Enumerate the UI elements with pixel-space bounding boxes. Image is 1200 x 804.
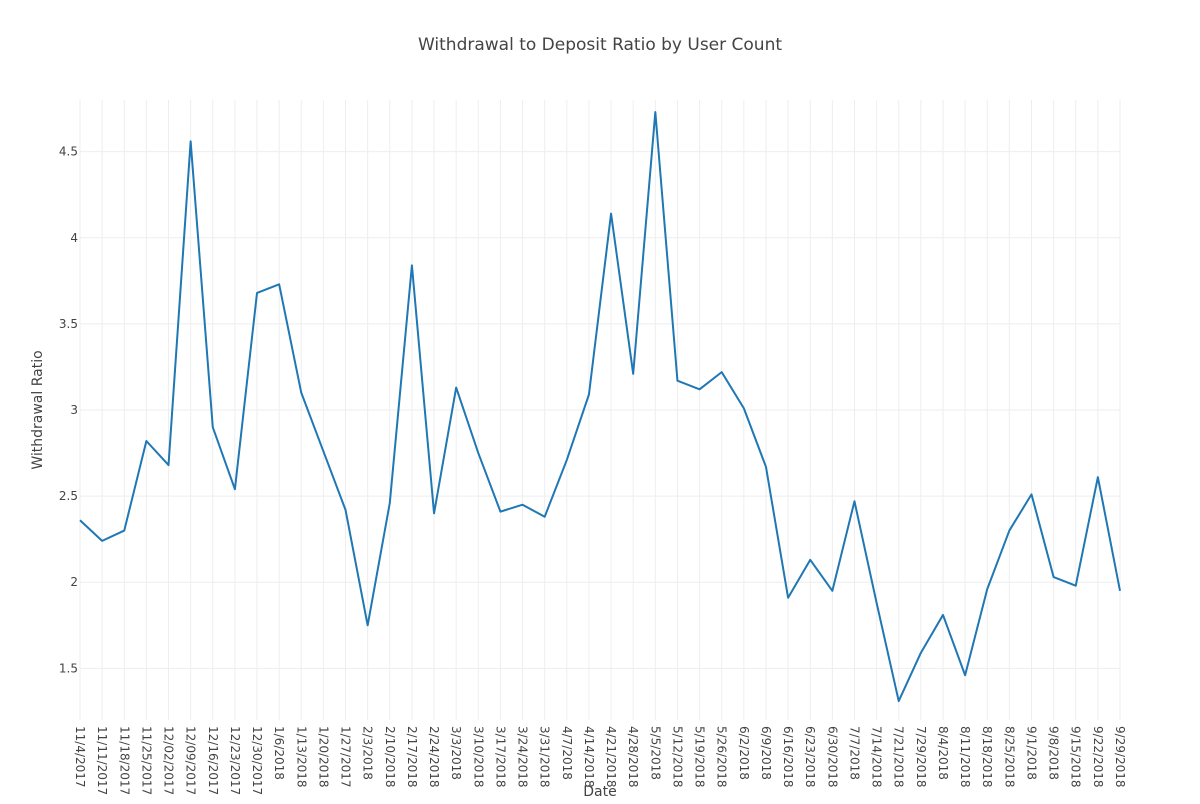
x-tick-label: 9/29/2018 (1113, 726, 1127, 788)
x-tick-label: 9/1/2018 (1024, 726, 1038, 780)
x-tick-label: 9/8/2018 (1047, 726, 1061, 780)
x-tick-label: 2/24/2018 (427, 726, 441, 788)
x-tick-label: 6/30/2018 (825, 726, 839, 788)
x-tick-label: 1/6/2018 (272, 726, 286, 780)
x-tick-label: 1/20/2018 (316, 726, 330, 788)
x-tick-label: 11/4/2017 (73, 726, 87, 788)
x-tick-label: 12/02/2017 (162, 726, 176, 795)
y-tick-label: 3.5 (59, 317, 78, 331)
x-tick-label: 4/28/2018 (626, 726, 640, 788)
x-tick-label: 5/5/2018 (648, 726, 662, 780)
x-tick-label: 2/10/2018 (383, 726, 397, 788)
x-tick-label: 12/09/2017 (184, 726, 198, 795)
y-tick-label: 1.5 (59, 661, 78, 675)
y-tick-label: 3 (70, 403, 78, 417)
x-tick-label: 4/21/2018 (604, 726, 618, 788)
x-tick-label: 5/19/2018 (693, 726, 707, 788)
x-tick-label: 4/7/2018 (560, 726, 574, 780)
x-tick-label: 3/10/2018 (471, 726, 485, 788)
x-tick-label: 9/22/2018 (1091, 726, 1105, 788)
x-tick-label: 7/14/2018 (870, 726, 884, 788)
x-tick-label: 1/27/2017 (339, 726, 353, 788)
x-tick-label: 7/29/2018 (914, 726, 928, 788)
x-tick-label: 3/17/2018 (493, 726, 507, 788)
x-tick-label: 8/4/2018 (936, 726, 950, 780)
y-tick-label: 4.5 (59, 145, 78, 159)
chart-title: Withdrawal to Deposit Ratio by User Coun… (418, 35, 782, 55)
x-tick-label: 5/26/2018 (715, 726, 729, 788)
x-tick-label: 11/11/2017 (95, 726, 109, 795)
grid (80, 100, 1120, 720)
series-line (80, 112, 1120, 701)
x-tick-label: 6/2/2018 (737, 726, 751, 780)
x-tick-label: 8/18/2018 (980, 726, 994, 788)
x-tick-label: 2/17/2018 (405, 726, 419, 788)
x-tick-label: 11/25/2017 (139, 726, 153, 795)
x-tick-label: 8/25/2018 (1002, 726, 1016, 788)
x-tick-label: 9/15/2018 (1069, 726, 1083, 788)
x-tick-label: 12/23/2017 (228, 726, 242, 795)
y-axis-ticks: 1.5 2 2.5 3 3.5 4 4.5 (59, 145, 78, 676)
x-tick-label: 8/11/2018 (958, 726, 972, 788)
x-tick-label: 12/16/2017 (206, 726, 220, 795)
x-tick-label: 11/18/2017 (117, 726, 131, 795)
x-tick-label: 2/3/2018 (361, 726, 375, 780)
x-tick-label: 6/23/2018 (803, 726, 817, 788)
x-tick-label: 4/14/2018 (582, 726, 596, 788)
x-tick-label: 7/21/2018 (892, 726, 906, 788)
x-tick-label: 6/16/2018 (781, 726, 795, 788)
x-tick-label: 3/24/2018 (516, 726, 530, 788)
y-axis-title: Withdrawal Ratio (30, 350, 46, 469)
x-tick-label: 3/31/2018 (538, 726, 552, 788)
x-tick-label: 7/7/2018 (847, 726, 861, 780)
y-tick-label: 4 (70, 231, 78, 245)
x-axis-title: Date (583, 784, 616, 800)
x-tick-label: 12/30/2017 (250, 726, 264, 795)
y-tick-label: 2 (70, 575, 78, 589)
y-tick-label: 2.5 (59, 489, 78, 503)
x-tick-label: 5/12/2018 (670, 726, 684, 788)
x-tick-label: 1/13/2018 (294, 726, 308, 788)
x-tick-label: 6/9/2018 (759, 726, 773, 780)
series-layer (80, 112, 1120, 701)
x-tick-label: 3/3/2018 (449, 726, 463, 780)
